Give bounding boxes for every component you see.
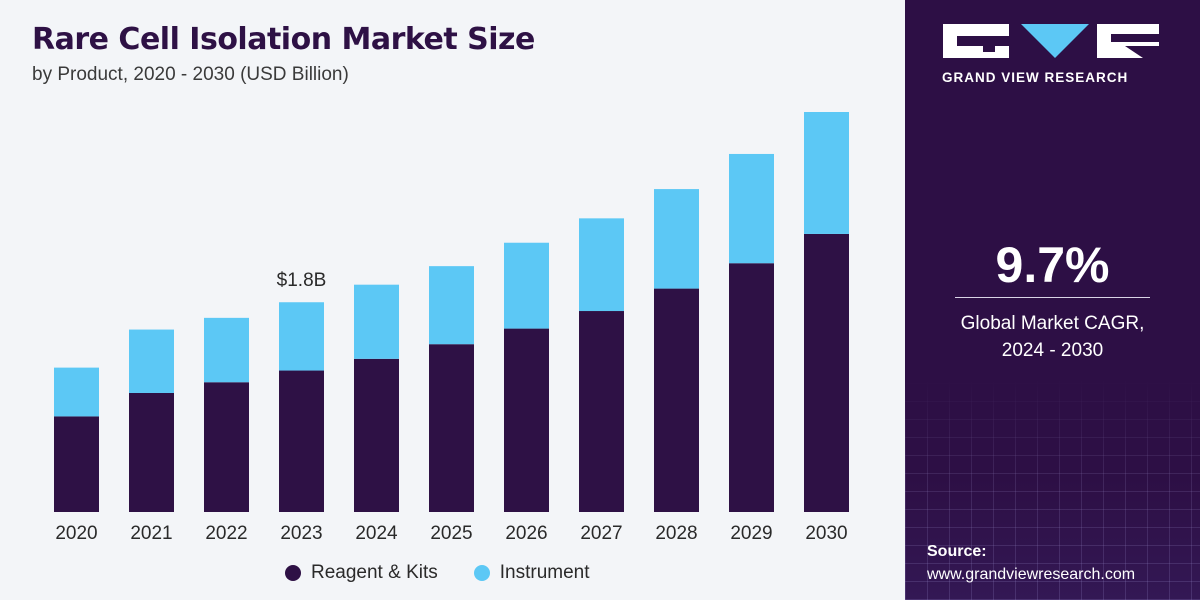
brand-name: GRAND VIEW RESEARCH (942, 70, 1129, 85)
cagr-label-line2: 2024 - 2030 (1001, 340, 1104, 361)
bar-reagent-kits-2027 (579, 311, 624, 512)
legend-label-instrument: Instrument (499, 562, 590, 583)
x-tick-label-2023: 2023 (280, 523, 322, 544)
legend-item-reagent-kits: Reagent & Kits (285, 562, 438, 584)
cagr-value: 9.7% (995, 237, 1110, 293)
bar-reagent-kits-2022 (204, 382, 249, 512)
stacked-bar-chart: 2020 2021 2022 2023 $1.8B 2024 2025 2026 2027 202… (54, 112, 849, 544)
bar-reagent-kits-2029 (729, 263, 774, 512)
bar-reagent-kits-2030 (804, 233, 849, 512)
bar-instrument-2030 (804, 112, 849, 234)
data-label-2023: $1.8B (277, 270, 327, 291)
x-tick-label-2026: 2026 (505, 523, 547, 544)
legend-item-instrument: Instrument (473, 562, 590, 584)
cagr-label: Global Market CAGR, 2024 - 2030 (905, 310, 1200, 364)
insight-sidebar: GRAND VIEW RESEARCH 9.7% Global Market C… (905, 0, 1200, 600)
chart-title: Rare Cell Isolation Market Size (32, 22, 535, 57)
x-tick-label-2029: 2029 (730, 523, 772, 544)
x-tick-label-2025: 2025 (430, 523, 472, 544)
chart-subtitle: by Product, 2020 - 2030 (USD Billion) (32, 64, 349, 85)
bar-instrument-2023 (279, 302, 324, 371)
decorative-grid (905, 380, 1200, 600)
x-tick-label-2028: 2028 (655, 523, 697, 544)
source-url: www.grandviewresearch.com (927, 566, 1136, 583)
bar-instrument-2026 (504, 242, 549, 329)
bar-reagent-kits-2021 (129, 392, 174, 512)
bar-instrument-2020 (54, 367, 99, 417)
source-label: Source: (927, 543, 987, 560)
bar-instrument-2029 (729, 153, 774, 264)
cagr-label-line1: Global Market CAGR, (960, 313, 1145, 334)
bar-reagent-kits-2024 (354, 358, 399, 512)
bar-reagent-kits-2028 (654, 288, 699, 512)
bar-instrument-2025 (429, 266, 474, 345)
bar-instrument-2027 (579, 218, 624, 312)
bar-reagent-kits-2026 (504, 328, 549, 512)
legend-swatch-instrument (473, 565, 490, 581)
bar-instrument-2021 (129, 329, 174, 393)
bar-reagent-kits-2020 (54, 416, 99, 512)
x-tick-label-2024: 2024 (355, 523, 398, 544)
bar-instrument-2022 (204, 317, 249, 383)
bar-instrument-2024 (354, 284, 399, 359)
x-tick-label-2027: 2027 (580, 523, 622, 544)
x-tick-label-2020: 2020 (55, 523, 97, 544)
legend-label-reagent-kits: Reagent & Kits (311, 562, 438, 583)
bar-reagent-kits-2023 (279, 370, 324, 512)
x-tick-label-2022: 2022 (205, 523, 247, 544)
cagr-divider (955, 297, 1150, 298)
chart-legend: Reagent & Kits Instrument (285, 562, 626, 584)
legend-swatch-reagent-kits (285, 565, 301, 581)
x-tick-label-2021: 2021 (130, 523, 172, 544)
gvr-logo-icon (943, 24, 1159, 58)
x-tick-label-2030: 2030 (805, 523, 847, 544)
bar-reagent-kits-2025 (429, 344, 474, 512)
bar-instrument-2028 (654, 189, 699, 289)
chart-panel: Rare Cell Isolation Market Size by Produ… (0, 0, 905, 600)
